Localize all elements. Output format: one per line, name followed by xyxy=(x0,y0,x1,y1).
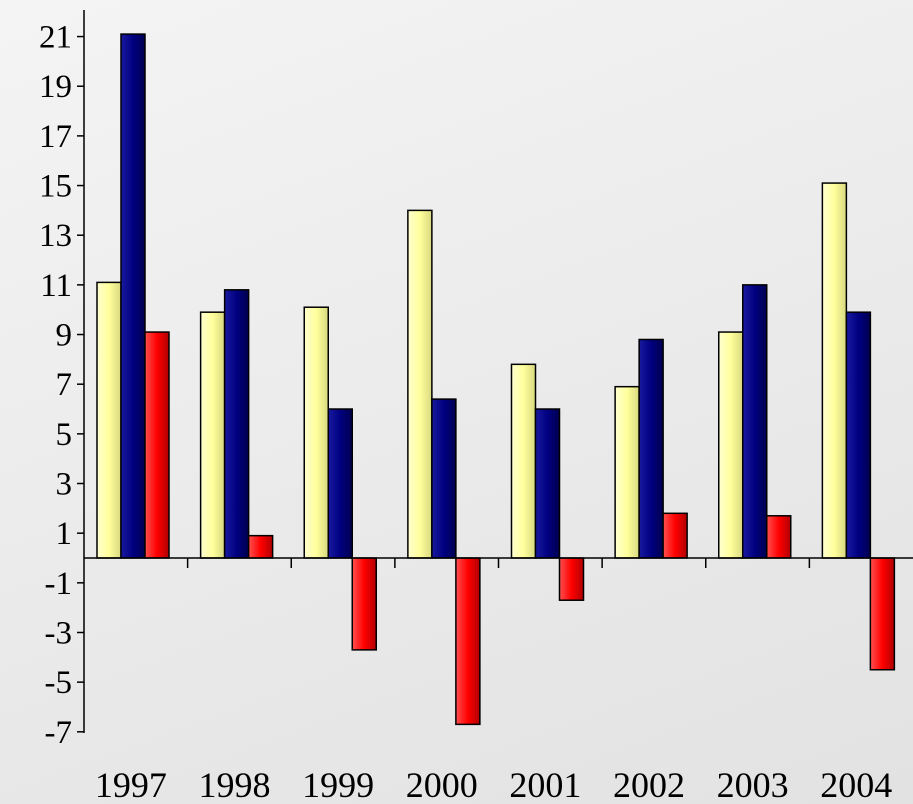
bar-s1-1998 xyxy=(199,311,226,559)
bar-s1-2001 xyxy=(510,363,537,559)
y-tick-label: 13 xyxy=(39,218,72,254)
bar-s2-2003 xyxy=(742,284,768,559)
x-tick-label: 2001 xyxy=(509,765,581,804)
y-tick-label: -1 xyxy=(45,566,73,602)
x-tick-label: 2003 xyxy=(717,765,789,804)
x-tick-label: 1998 xyxy=(198,765,270,804)
bar-s2-2001 xyxy=(534,408,561,559)
bar-s1-1999 xyxy=(303,306,329,559)
bar-s3-2001 xyxy=(558,557,585,601)
bar-s3-2000 xyxy=(455,557,481,726)
x-tick-label: 2004 xyxy=(820,765,892,804)
y-tick-label: 3 xyxy=(56,467,73,503)
bar-s1-1997 xyxy=(96,281,122,559)
y-tick-label: -7 xyxy=(45,715,73,751)
bar-s2-2000 xyxy=(431,398,457,559)
bar-s1-2002 xyxy=(614,385,640,559)
y-tick-label: 7 xyxy=(56,367,73,403)
y-tick-label: 21 xyxy=(39,20,72,56)
labels-group: 21 19 17 15 13 11 9 7 5 3 1 -1 -3 -5 -7 1997 1998 1999 200… xyxy=(39,20,892,804)
bar-s2-2004 xyxy=(845,311,872,559)
bar-s3-1999 xyxy=(351,557,377,651)
bar-s1-2003 xyxy=(718,331,744,559)
bars-group xyxy=(96,33,896,726)
y-tick-label: 19 xyxy=(39,69,72,105)
y-tick-label: 9 xyxy=(56,318,73,354)
x-tick-label: 2002 xyxy=(613,765,685,804)
bar-s2-1998 xyxy=(223,289,250,559)
x-tick-label: 1997 xyxy=(95,765,167,804)
x-tick-label: 1999 xyxy=(302,765,374,804)
x-tick-label: 2000 xyxy=(406,765,478,804)
bar-s3-2003 xyxy=(766,515,792,559)
bar-s2-1999 xyxy=(327,408,353,559)
bar-s2-2002 xyxy=(638,338,664,559)
bar-s3-1998 xyxy=(247,534,274,559)
y-tick-label: 17 xyxy=(39,119,72,155)
bar-s2-1997 xyxy=(120,33,146,559)
bar-s3-2002 xyxy=(662,512,688,559)
y-tick-label: 5 xyxy=(56,417,73,453)
y-tick-label: 15 xyxy=(39,169,72,205)
bar-s3-1997 xyxy=(144,331,170,559)
bar-s1-2000 xyxy=(407,209,433,559)
bar-s3-2004 xyxy=(869,557,896,671)
y-tick-label: 1 xyxy=(56,516,73,552)
bar-s1-2004 xyxy=(821,182,848,559)
y-tick-label: -5 xyxy=(45,665,73,701)
y-tick-label: 11 xyxy=(40,268,72,304)
y-tick-label: -3 xyxy=(45,615,73,651)
axes-group xyxy=(77,10,913,733)
